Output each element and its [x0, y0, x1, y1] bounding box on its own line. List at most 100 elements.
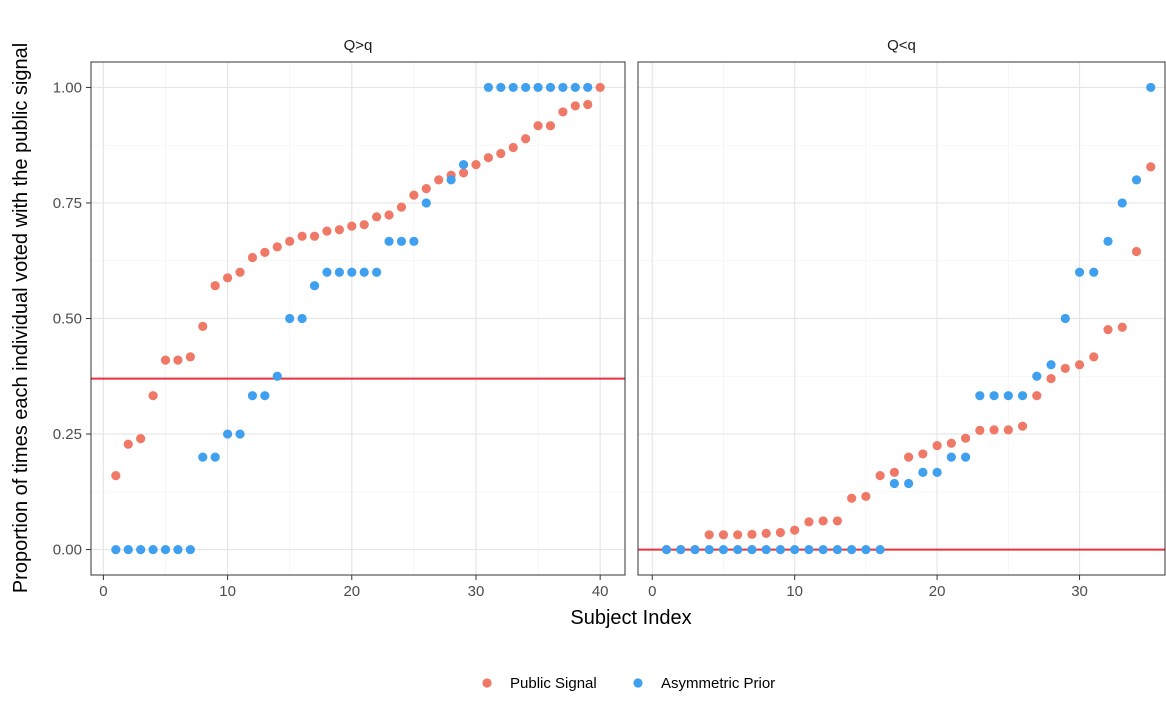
- legend-marker: [482, 678, 492, 688]
- data-point: [761, 544, 771, 555]
- legend-item: Public Signal: [482, 675, 597, 692]
- data-point: [285, 236, 295, 246]
- data-point: [1003, 425, 1013, 435]
- data-point: [1017, 391, 1028, 401]
- data-point: [471, 160, 481, 170]
- x-tick-label: 0: [99, 583, 107, 600]
- series-public-signal: [661, 162, 1156, 555]
- panel-border: [637, 61, 1166, 576]
- data-point: [123, 439, 133, 449]
- data-point: [111, 544, 121, 555]
- data-point: [1089, 267, 1099, 277]
- data-point: [1146, 162, 1156, 172]
- data-point: [733, 544, 743, 555]
- data-point: [1060, 313, 1070, 324]
- data-point: [210, 281, 220, 291]
- data-point: [904, 478, 914, 489]
- data-point: [570, 101, 580, 111]
- data-point: [334, 267, 344, 277]
- data-point: [818, 544, 828, 555]
- data-point: [960, 433, 971, 443]
- data-point: [235, 267, 245, 277]
- y-axis-title: Proportion of times each individual vote…: [10, 43, 32, 593]
- data-point: [960, 452, 971, 462]
- data-point: [904, 452, 914, 462]
- data-point: [545, 82, 556, 93]
- data-point: [421, 184, 431, 194]
- data-point: [123, 544, 133, 555]
- data-point: [1117, 198, 1127, 208]
- data-point: [496, 82, 506, 93]
- data-point: [690, 544, 700, 555]
- data-point: [790, 525, 800, 535]
- data-point: [545, 121, 556, 131]
- legend-marker: [633, 678, 643, 688]
- data-point: [483, 153, 493, 163]
- data-point: [889, 467, 899, 477]
- data-point: [533, 121, 543, 131]
- data-point: [409, 190, 419, 200]
- data-point: [975, 391, 985, 401]
- data-point: [861, 491, 871, 502]
- series-asymmetric-prior: [661, 82, 1156, 555]
- data-point: [496, 148, 506, 159]
- data-point: [733, 530, 743, 540]
- data-point: [521, 82, 531, 93]
- data-point: [676, 544, 686, 555]
- data-point: [989, 391, 999, 401]
- y-tick-label: 0.25: [53, 426, 82, 443]
- legend-item: Asymmetric Prior: [633, 675, 775, 692]
- x-tick-label: 30: [468, 583, 485, 600]
- data-point: [861, 544, 871, 555]
- data-point: [272, 242, 282, 252]
- data-point: [223, 429, 233, 439]
- data-point: [775, 544, 786, 555]
- data-point: [989, 425, 999, 435]
- data-point: [595, 82, 605, 93]
- panel-title: Q>q: [344, 37, 373, 54]
- data-point: [297, 313, 307, 324]
- legend: Public Signal Asymmetric Prior: [482, 675, 775, 692]
- data-point: [718, 544, 729, 555]
- data-point: [718, 530, 729, 540]
- data-point: [1060, 363, 1070, 374]
- data-point: [1046, 360, 1056, 370]
- data-point: [932, 467, 942, 477]
- data-point: [804, 544, 814, 555]
- panel-1: Q>q 0 10 20 30 40 0.00 0.25 0.50 0.75 1.00: [53, 37, 626, 600]
- data-point: [790, 544, 800, 555]
- data-point: [223, 273, 233, 283]
- data-point: [847, 544, 857, 555]
- data-point: [396, 236, 407, 246]
- data-point: [832, 516, 843, 526]
- data-point: [1089, 352, 1099, 362]
- data-point: [918, 467, 928, 477]
- y-tick-label: 0.50: [53, 311, 82, 328]
- data-point: [198, 321, 208, 331]
- data-point: [804, 517, 814, 527]
- data-point: [235, 429, 245, 439]
- legend-label: Asymmetric Prior: [661, 675, 775, 692]
- data-point: [136, 434, 146, 444]
- data-point: [334, 225, 344, 235]
- data-point: [1074, 360, 1085, 370]
- data-point: [704, 544, 714, 555]
- data-point: [185, 352, 195, 362]
- y-tick-label: 0.00: [53, 542, 82, 559]
- data-point: [1117, 322, 1127, 332]
- data-point: [458, 168, 469, 178]
- data-point: [1032, 391, 1042, 401]
- data-point: [1017, 421, 1028, 431]
- data-point: [372, 212, 382, 222]
- data-point: [173, 355, 183, 365]
- data-point: [272, 371, 282, 381]
- data-point: [775, 527, 786, 538]
- data-point: [421, 198, 431, 208]
- data-point: [533, 82, 543, 93]
- data-point: [396, 202, 407, 212]
- data-point: [847, 493, 857, 503]
- data-point: [818, 516, 828, 526]
- series-public-signal: [111, 82, 605, 481]
- data-point: [583, 99, 593, 110]
